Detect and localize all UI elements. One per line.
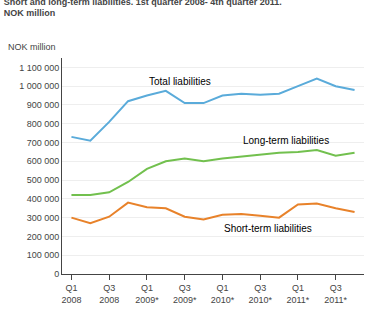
svg-text:800 000: 800 000 xyxy=(27,119,60,129)
svg-text:Long-term liabilities: Long-term liabilities xyxy=(243,135,329,146)
svg-text:Short and long-term liabilitie: Short and long-term liabilities. 1st qua… xyxy=(4,0,282,18)
svg-text:Q32010*: Q32010* xyxy=(248,283,272,305)
svg-text:NOK million: NOK million xyxy=(8,42,56,52)
svg-text:Q32008: Q32008 xyxy=(99,283,119,305)
svg-text:700 000: 700 000 xyxy=(27,138,60,148)
svg-text:Q12011*: Q12011* xyxy=(287,283,310,305)
svg-text:Short-term liabilities: Short-term liabilities xyxy=(224,223,312,234)
svg-text:Q32009*: Q32009* xyxy=(173,283,197,305)
svg-text:1 100 000: 1 100 000 xyxy=(19,63,59,73)
svg-text:Q32011*: Q32011* xyxy=(324,283,347,305)
svg-text:Q12010*: Q12010* xyxy=(211,283,235,305)
svg-text:Q12009*: Q12009* xyxy=(135,283,159,305)
svg-text:1 000 000: 1 000 000 xyxy=(19,81,59,91)
svg-text:900 000: 900 000 xyxy=(27,100,60,110)
svg-text:Total liabilities: Total liabilities xyxy=(149,76,211,87)
svg-text:200 000: 200 000 xyxy=(27,232,60,242)
svg-text:100 000: 100 000 xyxy=(27,250,60,260)
svg-text:300 000: 300 000 xyxy=(27,213,60,223)
svg-text:500 000: 500 000 xyxy=(27,175,60,185)
svg-text:600 000: 600 000 xyxy=(27,156,60,166)
svg-text:0: 0 xyxy=(54,269,59,279)
svg-text:Q12008: Q12008 xyxy=(61,283,81,305)
svg-text:400 000: 400 000 xyxy=(27,194,60,204)
